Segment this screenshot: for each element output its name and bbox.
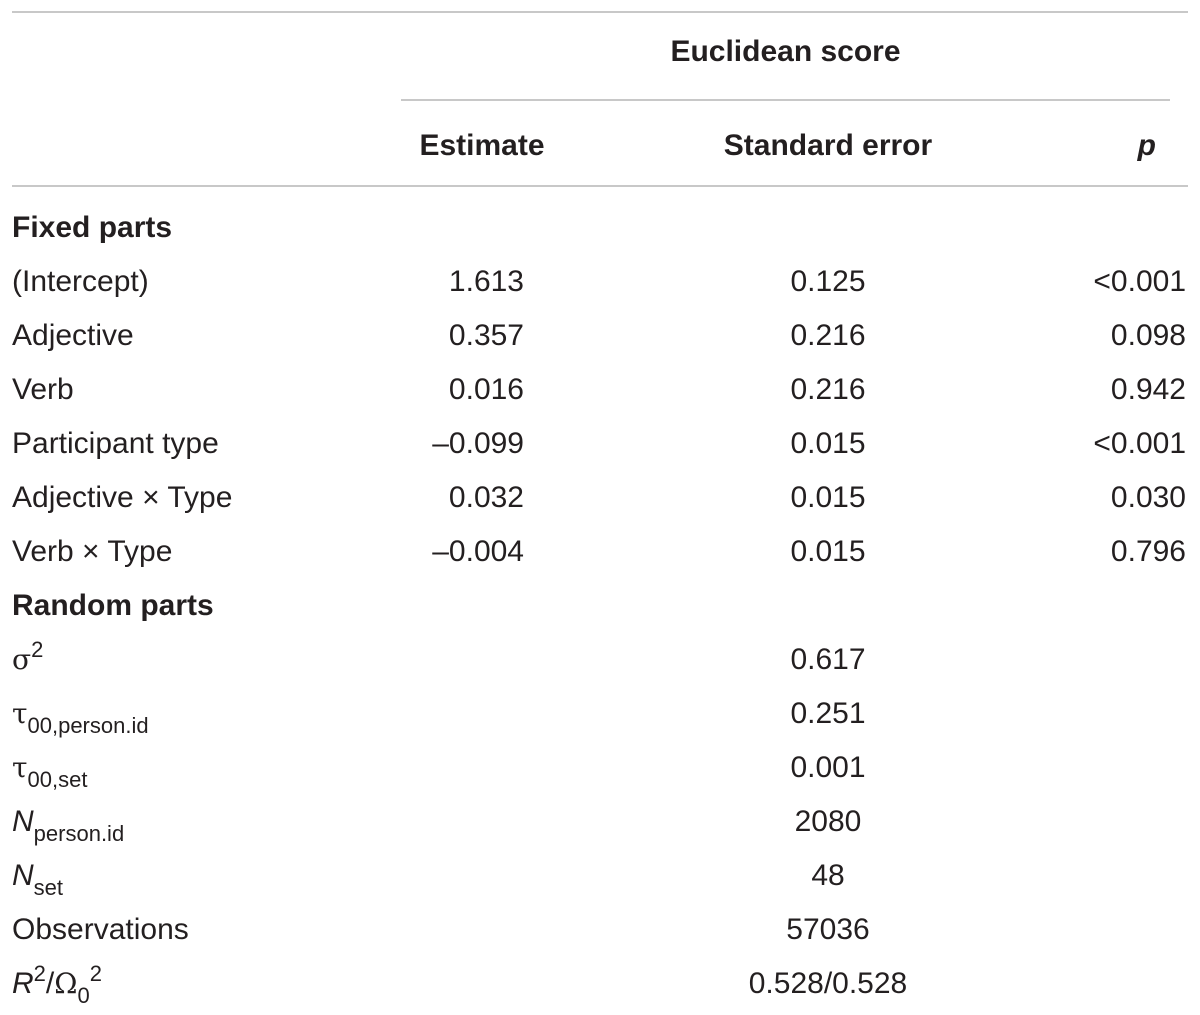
- row-label: Verb: [12, 373, 74, 406]
- row-se: 0.216: [790, 319, 866, 352]
- tau-person-label: τ00,person.id: [12, 697, 149, 738]
- col-header-standard-error: Standard error: [723, 129, 933, 162]
- section-random-parts: Random parts: [12, 589, 214, 622]
- top-rule: [12, 11, 1188, 13]
- row-p: <0.001: [1093, 427, 1186, 460]
- observations-value: 57036: [786, 913, 870, 946]
- header-rule: [12, 185, 1188, 187]
- row-label: Adjective × Type: [12, 481, 233, 514]
- row-label: (Intercept): [12, 265, 149, 298]
- row-se: 0.015: [790, 535, 866, 568]
- col-header-p: p: [1137, 129, 1156, 162]
- r2-omega-value: 0.528/0.528: [748, 967, 908, 1000]
- col-header-estimate: Estimate: [419, 129, 545, 162]
- n-person-label: Nperson.id: [12, 805, 125, 846]
- tau-person-value: 0.251: [790, 697, 866, 730]
- row-estimate: 0.032: [448, 481, 524, 514]
- tau-set-label: τ00,set: [12, 751, 88, 792]
- row-p: <0.001: [1093, 265, 1186, 298]
- row-estimate: –0.004: [432, 535, 524, 568]
- observations-label: Observations: [12, 913, 189, 946]
- row-estimate: 1.613: [448, 265, 524, 298]
- row-p: 0.098: [1110, 319, 1186, 352]
- row-se: 0.125: [790, 265, 866, 298]
- row-se: 0.216: [790, 373, 866, 406]
- row-estimate: 0.016: [448, 373, 524, 406]
- row-estimate: –0.099: [432, 427, 524, 460]
- r2-omega-label: R2/Ω02: [12, 961, 102, 1008]
- section-fixed-parts: Fixed parts: [12, 211, 173, 244]
- n-set-value: 48: [811, 859, 845, 892]
- row-p: 0.796: [1110, 535, 1186, 568]
- row-se: 0.015: [790, 427, 866, 460]
- group-header: Euclidean score: [670, 35, 901, 68]
- tau-set-value: 0.001: [790, 751, 866, 784]
- sigma-squared-value: 0.617: [790, 643, 866, 676]
- row-se: 0.015: [790, 481, 866, 514]
- row-label: Verb × Type: [12, 535, 173, 568]
- row-p: 0.942: [1110, 373, 1186, 406]
- n-person-value: 2080: [794, 805, 862, 838]
- row-label: Adjective: [12, 319, 134, 352]
- sigma-squared-label: σ2: [12, 637, 44, 676]
- group-rule: [401, 99, 1170, 101]
- n-set-label: Nset: [12, 859, 64, 900]
- row-estimate: 0.357: [448, 319, 524, 352]
- row-label: Participant type: [12, 427, 219, 460]
- row-p: 0.030: [1110, 481, 1186, 514]
